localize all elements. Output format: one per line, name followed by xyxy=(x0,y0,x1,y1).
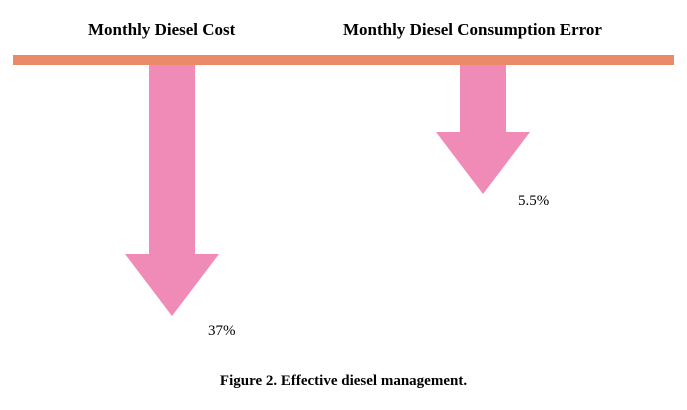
figure-caption: Figure 2. Effective diesel management. xyxy=(219,373,468,389)
heading-monthly-diesel-cost: Monthly Diesel Cost xyxy=(88,20,236,39)
down-arrow-consumption-error xyxy=(436,65,530,194)
baseline-bar xyxy=(13,55,674,65)
down-arrow-diesel-cost xyxy=(125,65,219,316)
heading-monthly-diesel-consumption-error: Monthly Diesel Consumption Error xyxy=(343,20,602,39)
percent-label-consumption-error: 5.5% xyxy=(518,193,550,209)
percent-label-diesel-cost: 37% xyxy=(208,323,236,339)
